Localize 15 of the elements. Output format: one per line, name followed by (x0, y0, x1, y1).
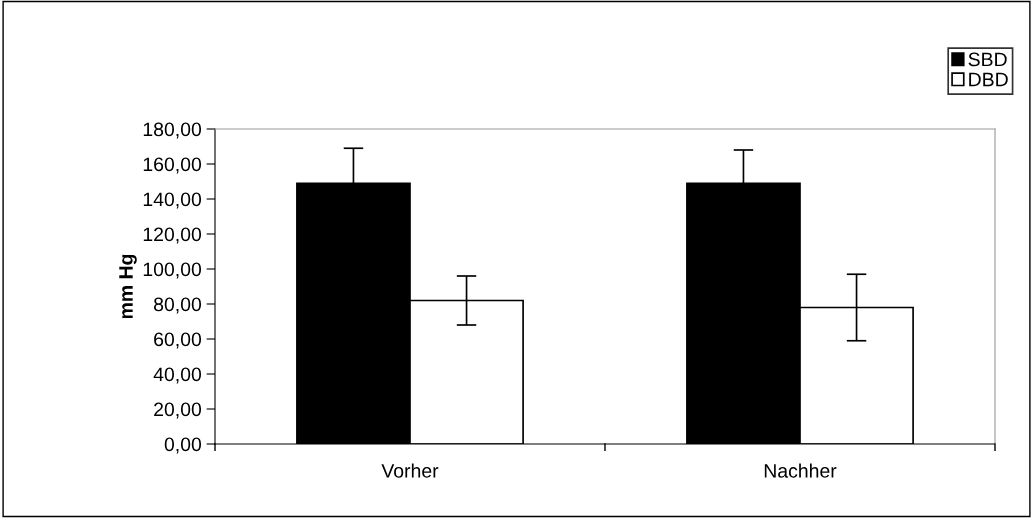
y-tick-label: 180,00 (143, 122, 202, 139)
legend-label: DBD (969, 72, 1008, 87)
y-tick-label: 100,00 (143, 262, 202, 279)
y-tick-label: 0,00 (164, 437, 202, 454)
x-tick-label: Vorher (381, 463, 439, 478)
y-axis-title: mm Hg (119, 254, 137, 319)
y-tick-label: 20,00 (154, 402, 202, 419)
y-tick-label: 80,00 (154, 297, 202, 314)
y-tick-label: 160,00 (143, 157, 202, 174)
y-tick-label: 60,00 (154, 332, 202, 349)
y-tick-label: 140,00 (143, 192, 202, 209)
y-tick-label: 120,00 (143, 227, 202, 244)
y-tick-label: 40,00 (153, 367, 202, 384)
legend-label: SBD (968, 52, 1007, 67)
x-tick-label: Nachher (764, 463, 837, 478)
